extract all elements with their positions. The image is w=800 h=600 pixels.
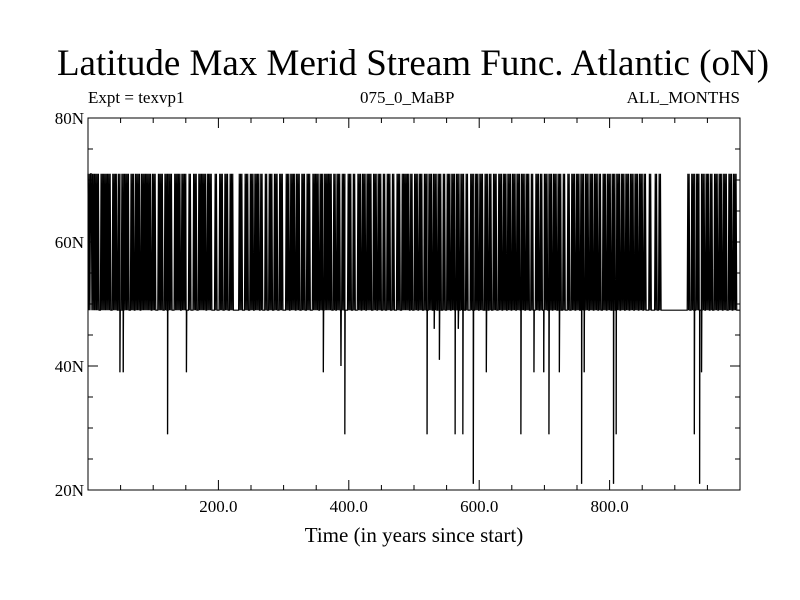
x-axis-label: Time (in years since start) [304, 523, 524, 547]
y-tick-label: 40N [55, 357, 84, 376]
y-tick-label: 80N [55, 109, 84, 128]
plot-frame [87, 117, 741, 491]
x-tick-label: 200.0 [199, 497, 237, 516]
x-tick-label: 600.0 [460, 497, 498, 516]
y-tick-label: 20N [55, 481, 84, 500]
tick-layer: 20N 40N 60N 80N 200.0 400.0 600.0 800.0 [55, 109, 740, 516]
y-tick-label: 60N [55, 233, 84, 252]
series-line [87, 173, 740, 484]
data-layer [87, 173, 740, 484]
experiment-label: Expt = texvp1 [88, 88, 185, 107]
x-tick-label: 800.0 [590, 497, 628, 516]
period-label: 075_0_MaBP [360, 88, 455, 107]
months-label: ALL_MONTHS [626, 88, 740, 107]
x-tick-label: 400.0 [330, 497, 368, 516]
chart-title: Latitude Max Merid Stream Func. Atlantic… [56, 43, 770, 84]
